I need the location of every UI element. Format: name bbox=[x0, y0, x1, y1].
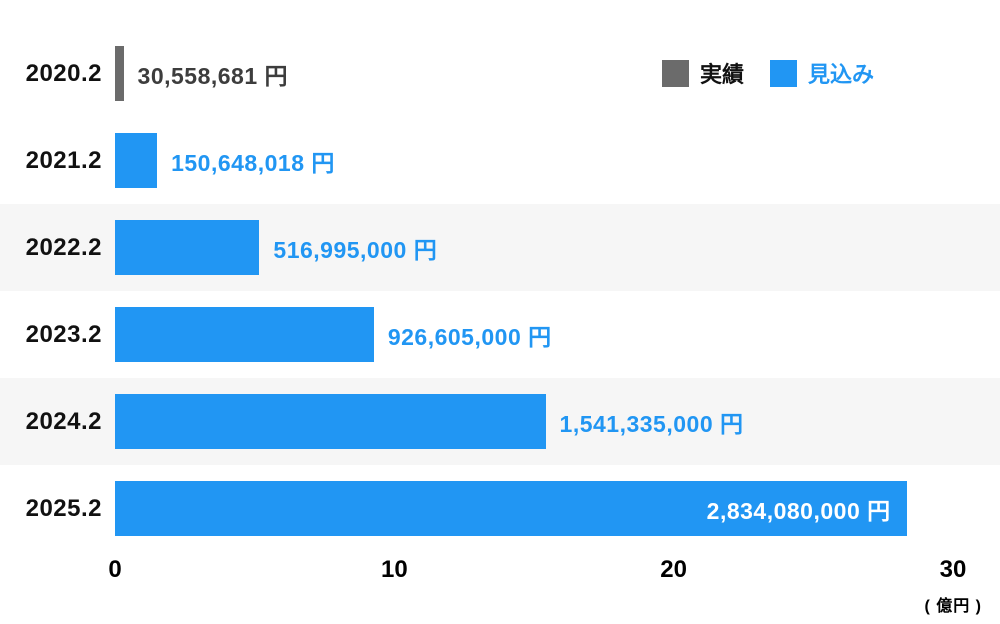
value-label: 516,995,000 円 bbox=[273, 236, 438, 263]
category-label: 2025.2 bbox=[25, 494, 102, 522]
legend-actual-label: 実績 bbox=[699, 62, 744, 87]
bar bbox=[115, 220, 260, 275]
bar bbox=[115, 46, 124, 101]
bar-track: 2,834,080,000 円 bbox=[115, 465, 953, 552]
legend-forecast-label: 見込み bbox=[807, 62, 874, 87]
chart-row: 2021.2 150,648,018 円 bbox=[0, 117, 1000, 204]
bar-track: 1,541,335,000 円 bbox=[115, 378, 953, 465]
value-label: 926,605,000 円 bbox=[387, 323, 552, 350]
bar bbox=[115, 307, 374, 362]
plot-area: 2020.2 30,558,681 円 2021.2 150,648,018 円 202… bbox=[0, 30, 1000, 552]
bar bbox=[115, 394, 546, 449]
chart-row: 2022.2 516,995,000 円 bbox=[0, 204, 1000, 291]
x-axis-unit: ( 億円 ) bbox=[924, 598, 982, 615]
bar: 2,834,080,000 円 bbox=[115, 481, 907, 536]
bar-track: 30,558,681 円 bbox=[115, 30, 953, 117]
category-label: 2021.2 bbox=[25, 146, 102, 174]
legend-actual-swatch bbox=[661, 59, 689, 87]
bar-track: 150,648,018 円 bbox=[115, 117, 953, 204]
value-label: 2,834,080,000 円 bbox=[706, 497, 891, 524]
chart-row: 2020.2 30,558,681 円 bbox=[0, 30, 1000, 117]
category-label: 2024.2 bbox=[25, 407, 102, 435]
x-tick: 10 bbox=[380, 556, 408, 583]
value-label: 30,558,681 円 bbox=[137, 62, 289, 89]
chart-row: 2025.2 2,834,080,000 円 bbox=[0, 465, 1000, 552]
value-label: 1,541,335,000 円 bbox=[559, 410, 744, 437]
x-tick: 30 bbox=[939, 556, 967, 583]
category-label: 2023.2 bbox=[25, 320, 102, 348]
chart-row: 2024.2 1,541,335,000 円 bbox=[0, 378, 1000, 465]
x-tick: 0 bbox=[108, 556, 122, 583]
category-label: 2020.2 bbox=[25, 59, 102, 87]
value-label: 150,648,018 円 bbox=[171, 149, 335, 176]
bar bbox=[115, 133, 158, 188]
legend-item-forecast: 見込み bbox=[769, 57, 874, 89]
category-label: 2022.2 bbox=[25, 233, 102, 261]
legend-item-actual: 実績 bbox=[661, 57, 744, 89]
bar-track: 926,605,000 円 bbox=[115, 291, 953, 378]
chart-row: 2023.2 926,605,000 円 bbox=[0, 291, 1000, 378]
legend: 実績 見込み bbox=[661, 57, 874, 89]
bar-track: 516,995,000 円 bbox=[115, 204, 953, 291]
legend-forecast-swatch bbox=[769, 59, 797, 87]
x-tick: 20 bbox=[660, 556, 688, 583]
x-axis: 0 10 20 30 bbox=[108, 556, 966, 588]
